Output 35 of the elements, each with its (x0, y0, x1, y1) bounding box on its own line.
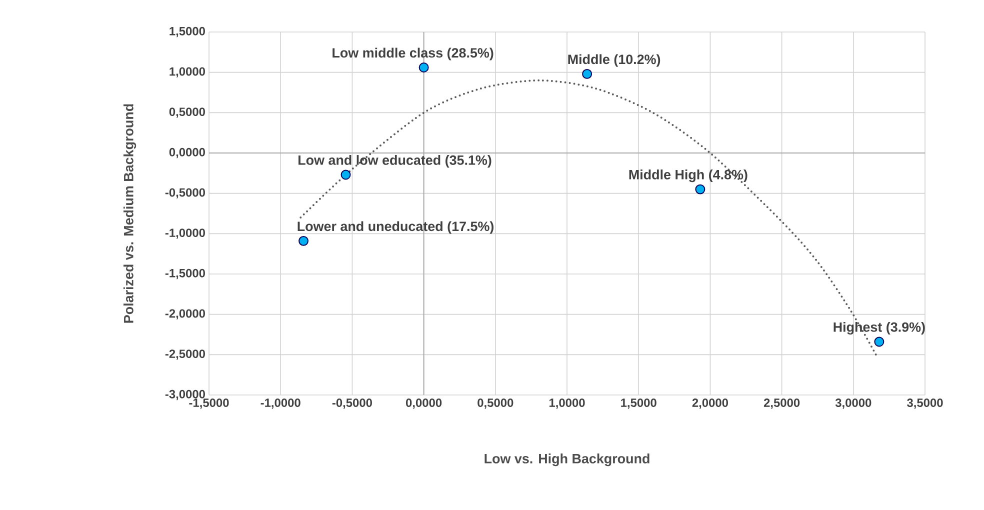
annotation: Low and low educated (35.1%) (298, 155, 492, 168)
x-tick-label: 3,5000 (907, 398, 943, 409)
x-tick-label: -1,0000 (260, 398, 300, 409)
x-tick-label: -0,5000 (332, 398, 372, 409)
point (298, 236, 308, 246)
y-tick-label: -2,5000 (165, 350, 205, 360)
annotation: Lower and uneducated (17.5%) (298, 221, 494, 234)
x-tick-label: 2,0000 (692, 398, 728, 409)
annotation: Middle (10.2%) (568, 54, 660, 67)
y-axis-title: Polarized vs. Medium Background (123, 104, 136, 323)
y-tick-label: -1,5000 (165, 268, 205, 280)
x-tick-label: 2,5000 (764, 398, 800, 409)
y-tick-label: -1,0000 (165, 228, 205, 239)
y-tick-label: -0,5000 (165, 188, 205, 198)
y-tick-label: 1,5000 (170, 26, 205, 38)
point (418, 62, 429, 72)
point (695, 184, 706, 194)
annotation: Middle High (4.8%) (629, 170, 748, 182)
y-tick-label: 0,5000 (169, 108, 205, 118)
x-tick-label: 1,5000 (621, 398, 656, 409)
point (582, 68, 592, 79)
y-tick-label: 0,0000 (169, 148, 205, 158)
x-tick-label: 3,0000 (835, 398, 872, 409)
annotation: Low middle class (28.5%) (332, 48, 494, 60)
x-axis-title: Low vs. High Background (484, 454, 650, 466)
y-tick-label: 1,0000 (170, 67, 205, 78)
x-tick-label: 0,5000 (478, 398, 514, 409)
y-tick-label: -3,0000 (165, 390, 205, 400)
point (340, 170, 351, 180)
x-tick-label: -1,5000 (189, 398, 229, 409)
y-tick-label: -2,0000 (165, 309, 205, 320)
x-tick-label: 0,0000 (406, 398, 442, 409)
point (874, 336, 884, 347)
x-tick-label: 1,0000 (549, 398, 585, 409)
annotation: Highest (3.9%) (834, 322, 925, 335)
